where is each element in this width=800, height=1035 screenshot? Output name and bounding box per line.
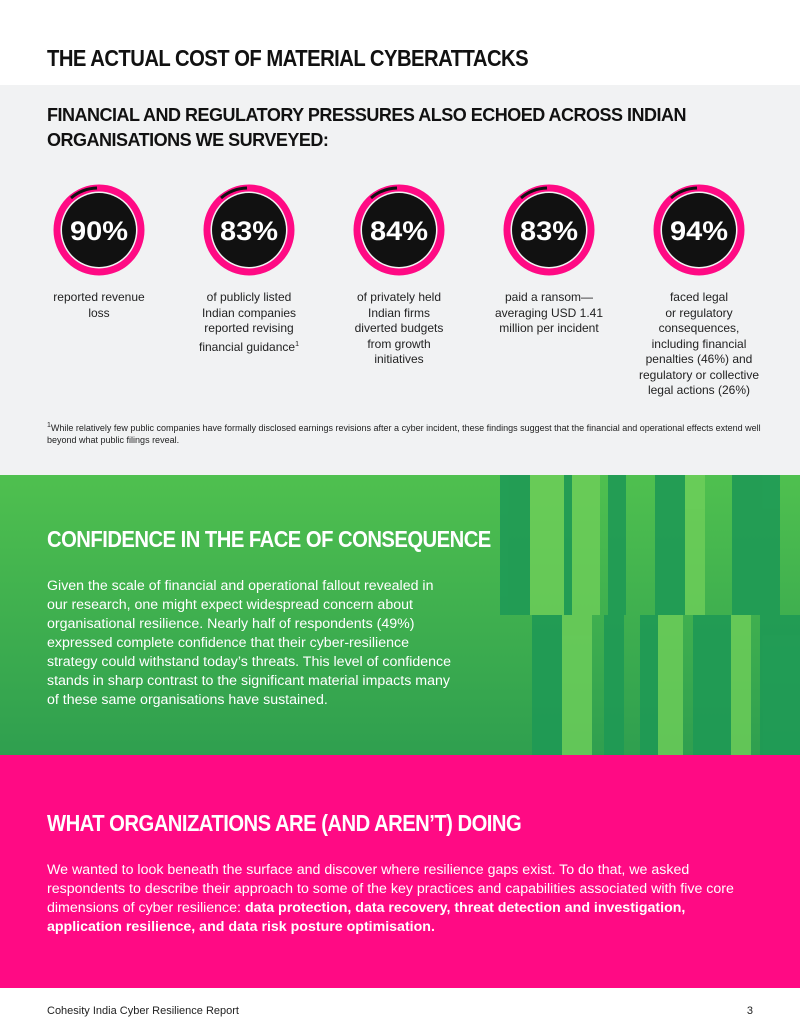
- stat-description: faced legal or regulatory consequences, inc…: [624, 290, 774, 399]
- section-subtitle: FINANCIAL AND REGULATORY PRESSURES ALSO …: [47, 105, 687, 150]
- description-line: of privately held: [356, 290, 442, 304]
- stat: 94% faced legal or regulatory consequences,…: [624, 180, 774, 399]
- ring-core: [512, 193, 586, 267]
- confidence-section: CONFIDENCE IN THE FACE OF CONSEQUENCE Gi…: [0, 475, 800, 755]
- stat: 83% of publicly listed Indian companies rep…: [174, 180, 324, 355]
- description-line: penalties (46%) and: [645, 352, 753, 366]
- footnote: 1While relatively few public companies h…: [47, 420, 777, 446]
- stat-description: reported revenue loss: [24, 290, 174, 321]
- stats-section: FINANCIAL AND REGULATORY PRESSURES ALSO …: [0, 85, 800, 475]
- description-line: legal actions (26%): [647, 383, 751, 397]
- stat-value: 94%: [670, 216, 728, 246]
- description-line: Indian firms: [367, 305, 431, 320]
- stat: 84% of privately held Indian firms diverted…: [324, 180, 474, 368]
- description-line: from growth: [367, 336, 431, 351]
- ring-arc: [520, 186, 548, 200]
- description-line: million per incident: [499, 321, 599, 335]
- ring-core: [362, 193, 436, 267]
- ring-arc: [70, 186, 98, 200]
- footnote-text: While relatively few public companies ha…: [47, 423, 761, 445]
- description-line: including financial: [651, 336, 747, 351]
- section-body: Given the scale of financial and operati…: [47, 578, 452, 708]
- stat-value: 83%: [520, 216, 578, 246]
- stat-ring: 83%: [203, 184, 295, 276]
- description-line: or regulatory: [665, 305, 733, 320]
- report-name: Cohesity India Cyber Resilience Report: [47, 1005, 239, 1017]
- ring-arc: [370, 186, 398, 200]
- description-line: averaging USD 1.41: [494, 305, 604, 320]
- ring-arc: [670, 186, 698, 200]
- stat-value: 84%: [370, 216, 428, 246]
- description-line: consequences,: [658, 321, 740, 335]
- stat-description: of privately held Indian firms diverted bu…: [324, 290, 474, 368]
- body-bold: data protection, data recovery, threat d…: [47, 900, 686, 935]
- description-line: regulatory or collective: [638, 367, 760, 382]
- stat-description: of publicly listed Indian companies report…: [174, 290, 324, 355]
- ring-pink: [203, 184, 295, 276]
- page-number: 3: [746, 1005, 753, 1017]
- description-line: faced legal: [669, 290, 729, 304]
- ring-core: [212, 193, 286, 267]
- page-title: THE ACTUAL COST OF MATERIAL CYBERATTACKS: [47, 45, 529, 71]
- ring-pink: [653, 184, 745, 276]
- stat-ring: 90%: [53, 184, 145, 276]
- stat-ring: 84%: [353, 184, 445, 276]
- page-footer: Cohesity India Cyber Resilience Report 3: [47, 1005, 753, 1017]
- ring-arc: [220, 186, 248, 200]
- description-line: financial guidance1: [199, 339, 299, 354]
- description-line: reported revising: [204, 321, 294, 335]
- stat: 90% reported revenue loss: [24, 180, 174, 321]
- ring-core: [662, 193, 736, 267]
- stat: 83% paid a ransom— averaging USD 1.41 milli…: [474, 180, 624, 337]
- doing-section: WHAT ORGANIZATIONS ARE (AND AREN’T) DOIN…: [0, 755, 800, 988]
- section-heading: WHAT ORGANIZATIONS ARE (AND AREN’T) DOIN…: [47, 810, 522, 836]
- description-line: diverted budgets: [354, 321, 444, 335]
- ring-pink: [53, 184, 145, 276]
- stat-ring: 94%: [653, 184, 745, 276]
- description-line: reported revenue: [53, 290, 145, 304]
- stat-description: paid a ransom— averaging USD 1.41 million …: [474, 290, 624, 337]
- footnote-mark: 1: [295, 340, 299, 348]
- footnote-mark: 1: [47, 422, 51, 429]
- ring-pink: [503, 184, 595, 276]
- description-line: of publicly listed: [206, 290, 292, 304]
- stat-value: 83%: [220, 216, 278, 246]
- section-body: We wanted to look beneath the surface an…: [47, 861, 737, 937]
- description-line: loss: [88, 305, 110, 320]
- stat-value: 90%: [70, 216, 128, 246]
- stripes: [500, 475, 800, 755]
- ring-core: [62, 193, 136, 267]
- ring-pink: [353, 184, 445, 276]
- description-line: paid a ransom—: [504, 290, 594, 304]
- description-line: initiatives: [374, 352, 424, 366]
- body-text: We wanted to look beneath the surface an…: [47, 862, 734, 916]
- section-heading: CONFIDENCE IN THE FACE OF CONSEQUENCE: [47, 526, 491, 552]
- description-line: Indian companies: [201, 305, 297, 320]
- stat-ring: 83%: [503, 184, 595, 276]
